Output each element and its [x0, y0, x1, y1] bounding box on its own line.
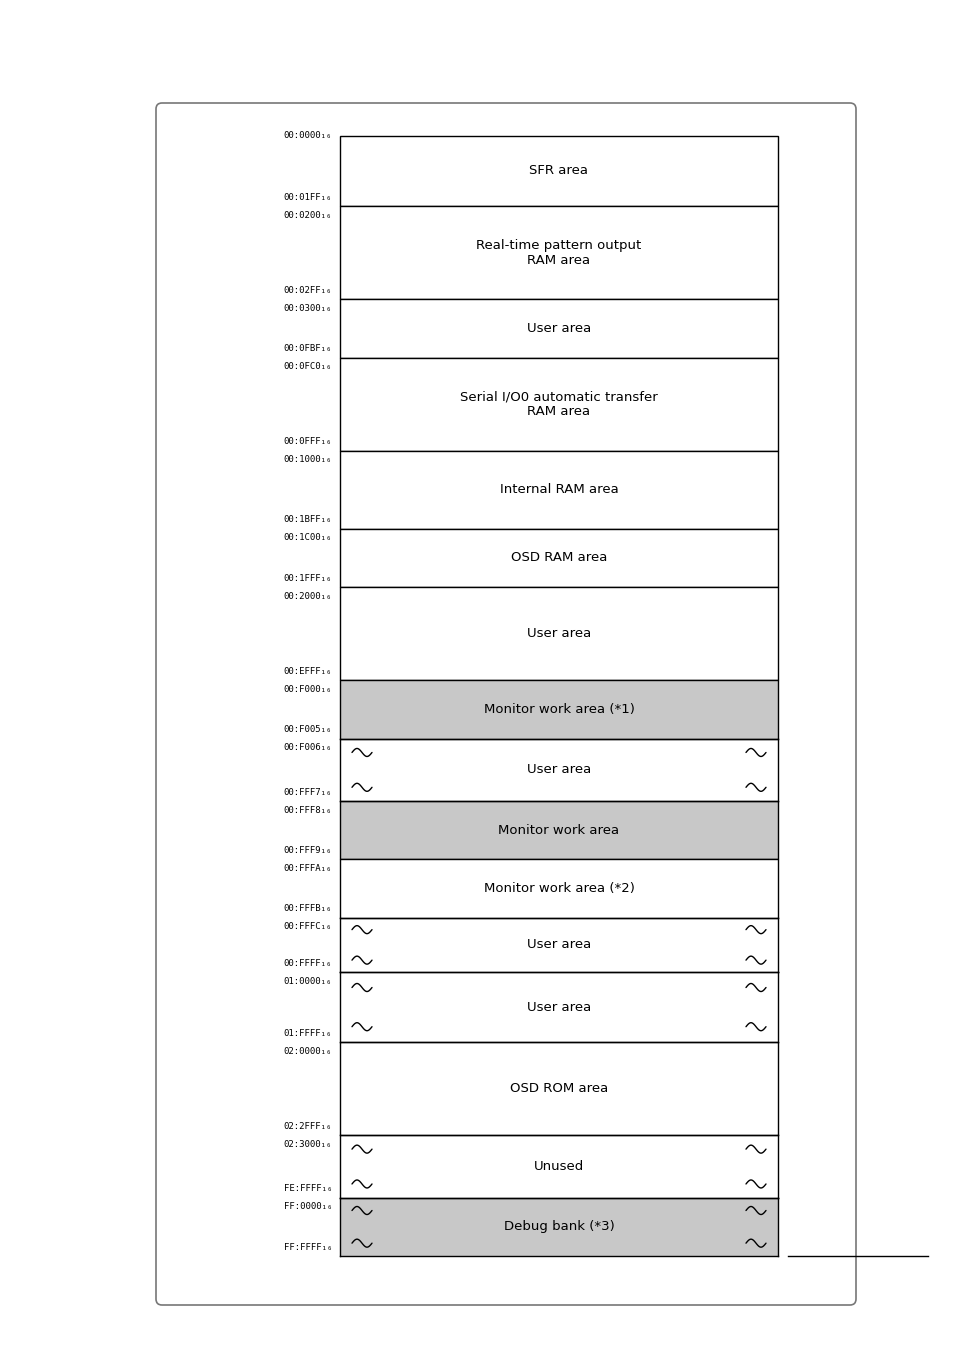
Text: 00:02FF₁₆: 00:02FF₁₆	[283, 286, 332, 295]
Text: 00:FFFF₁₆: 00:FFFF₁₆	[283, 959, 332, 967]
Text: 00:F005₁₆: 00:F005₁₆	[283, 725, 332, 735]
Bar	[339, 973, 778, 1042]
Bar	[339, 300, 778, 358]
Text: 00:2000₁₆: 00:2000₁₆	[283, 592, 332, 601]
Bar	[339, 451, 778, 528]
Bar	[339, 1135, 778, 1198]
Text: 00:1BFF₁₆: 00:1BFF₁₆	[283, 515, 332, 524]
Bar	[339, 358, 778, 451]
Text: 00:0FC0₁₆: 00:0FC0₁₆	[283, 362, 332, 372]
Text: 00:FFFC₁₆: 00:FFFC₁₆	[283, 923, 332, 931]
Text: 00:FFFA₁₆: 00:FFFA₁₆	[283, 863, 332, 873]
Text: 02:3000₁₆: 02:3000₁₆	[283, 1140, 332, 1148]
Text: 00:FFFB₁₆: 00:FFFB₁₆	[283, 904, 332, 913]
Bar	[339, 136, 778, 205]
Text: 00:FFF7₁₆: 00:FFF7₁₆	[283, 788, 332, 797]
Text: Internal RAM area: Internal RAM area	[499, 484, 618, 496]
Text: 01:0000₁₆: 01:0000₁₆	[283, 977, 332, 986]
Text: User area: User area	[526, 627, 591, 640]
Bar	[339, 739, 778, 801]
Text: Serial I/O0 automatic transfer
RAM area: Serial I/O0 automatic transfer RAM area	[459, 390, 658, 419]
Text: Monitor work area (*2): Monitor work area (*2)	[483, 882, 634, 894]
Text: 00:0FBF₁₆: 00:0FBF₁₆	[283, 345, 332, 353]
Text: SFR area: SFR area	[529, 165, 588, 177]
Text: 00:F006₁₆: 00:F006₁₆	[283, 743, 332, 753]
Text: 00:FFF8₁₆: 00:FFF8₁₆	[283, 805, 332, 815]
Text: 02:2FFF₁₆: 02:2FFF₁₆	[283, 1121, 332, 1131]
Bar	[339, 859, 778, 917]
Text: FE:FFFF₁₆: FE:FFFF₁₆	[283, 1185, 332, 1193]
Text: User area: User area	[526, 1001, 591, 1013]
Text: 00:0FFF₁₆: 00:0FFF₁₆	[283, 438, 332, 446]
Text: Monitor work area (*1): Monitor work area (*1)	[483, 703, 634, 716]
Text: User area: User area	[526, 939, 591, 951]
Bar	[339, 588, 778, 681]
Text: OSD RAM area: OSD RAM area	[510, 551, 606, 565]
Text: 00:01FF₁₆: 00:01FF₁₆	[283, 192, 332, 201]
Text: Real-time pattern output
RAM area: Real-time pattern output RAM area	[476, 239, 641, 266]
Text: OSD ROM area: OSD ROM area	[509, 1082, 607, 1096]
Text: 00:EFFF₁₆: 00:EFFF₁₆	[283, 667, 332, 676]
Text: 01:FFFF₁₆: 01:FFFF₁₆	[283, 1028, 332, 1038]
Text: 00:0000₁₆: 00:0000₁₆	[283, 131, 332, 141]
Text: 00:0300₁₆: 00:0300₁₆	[283, 304, 332, 313]
FancyBboxPatch shape	[156, 103, 855, 1305]
Text: 02:0000₁₆: 02:0000₁₆	[283, 1047, 332, 1055]
Text: 00:1000₁₆: 00:1000₁₆	[283, 455, 332, 465]
Text: FF:FFFF₁₆: FF:FFFF₁₆	[283, 1243, 332, 1251]
Text: User area: User area	[526, 763, 591, 777]
Bar	[339, 681, 778, 739]
Bar	[339, 917, 778, 973]
Text: Debug bank (*3): Debug bank (*3)	[503, 1220, 614, 1233]
Text: 00:F000₁₆: 00:F000₁₆	[283, 685, 332, 694]
Text: 00:1FFF₁₆: 00:1FFF₁₆	[283, 574, 332, 582]
Bar	[339, 1198, 778, 1256]
Bar	[339, 205, 778, 300]
Bar	[339, 1042, 778, 1135]
Text: User area: User area	[526, 322, 591, 335]
Bar	[339, 801, 778, 859]
Bar	[339, 528, 778, 588]
Text: 00:FFF9₁₆: 00:FFF9₁₆	[283, 846, 332, 855]
Text: FF:0000₁₆: FF:0000₁₆	[283, 1202, 332, 1210]
Text: Monitor work area: Monitor work area	[497, 824, 618, 836]
Text: Unused: Unused	[534, 1161, 583, 1173]
Text: 00:1C00₁₆: 00:1C00₁₆	[283, 534, 332, 542]
Text: 00:0200₁₆: 00:0200₁₆	[283, 211, 332, 219]
